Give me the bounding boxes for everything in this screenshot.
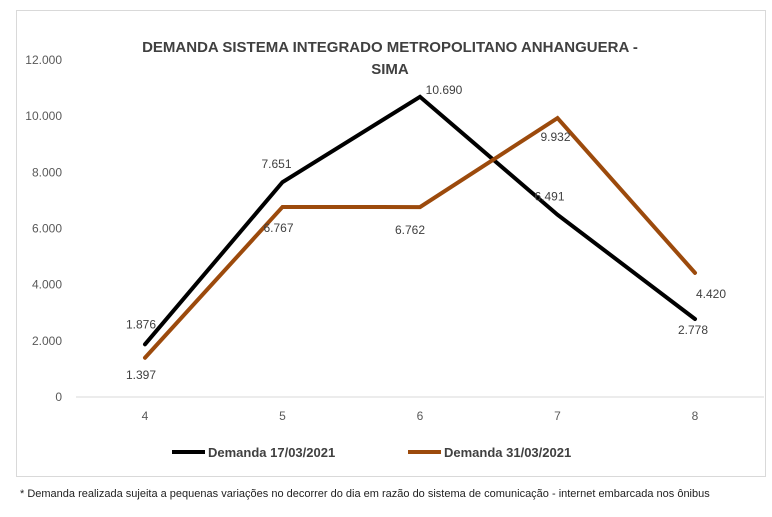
x-tick-label: 8 bbox=[692, 409, 699, 423]
data-label-series-2: 6.767 bbox=[263, 221, 293, 235]
data-label-series-1: 7.651 bbox=[261, 157, 291, 171]
chart-frame bbox=[16, 10, 766, 477]
data-label-series-1: 2.778 bbox=[678, 323, 708, 337]
legend-label-2: Demanda 31/03/2021 bbox=[444, 445, 571, 460]
y-tick-label: 10.000 bbox=[25, 109, 62, 123]
x-tick-label: 4 bbox=[142, 409, 149, 423]
y-tick-label: 4.000 bbox=[32, 278, 62, 292]
y-tick-label: 6.000 bbox=[32, 222, 62, 236]
data-label-series-2: 9.932 bbox=[540, 130, 570, 144]
data-label-series-2: 4.420 bbox=[696, 287, 726, 301]
footnote: * Demanda realizada sujeita a pequenas v… bbox=[20, 488, 710, 500]
x-tick-label: 7 bbox=[554, 409, 561, 423]
legend-label-1: Demanda 17/03/2021 bbox=[208, 445, 335, 460]
x-tick-label: 6 bbox=[417, 409, 424, 423]
y-tick-label: 12.000 bbox=[25, 53, 62, 67]
series-line-1 bbox=[143, 94, 697, 347]
chart-title-line1: DEMANDA SISTEMA INTEGRADO METROPOLITANO … bbox=[142, 39, 638, 56]
data-label-series-1: 1.876 bbox=[126, 317, 156, 331]
data-label-series-2: 1.397 bbox=[126, 368, 156, 382]
y-tick-label: 8.000 bbox=[32, 165, 62, 179]
data-label-series-1: 10.690 bbox=[426, 83, 463, 97]
data-label-series-1: 6.491 bbox=[534, 190, 564, 204]
line-chart: DEMANDA SISTEMA INTEGRADO METROPOLITANO … bbox=[25, 39, 764, 460]
y-tick-label: 2.000 bbox=[32, 334, 62, 348]
data-label-series-2: 6.762 bbox=[395, 223, 425, 237]
x-tick-label: 5 bbox=[279, 409, 286, 423]
y-tick-label: 0 bbox=[55, 390, 62, 404]
chart-title-line2: SIMA bbox=[371, 61, 409, 78]
series-line-2 bbox=[143, 115, 697, 360]
